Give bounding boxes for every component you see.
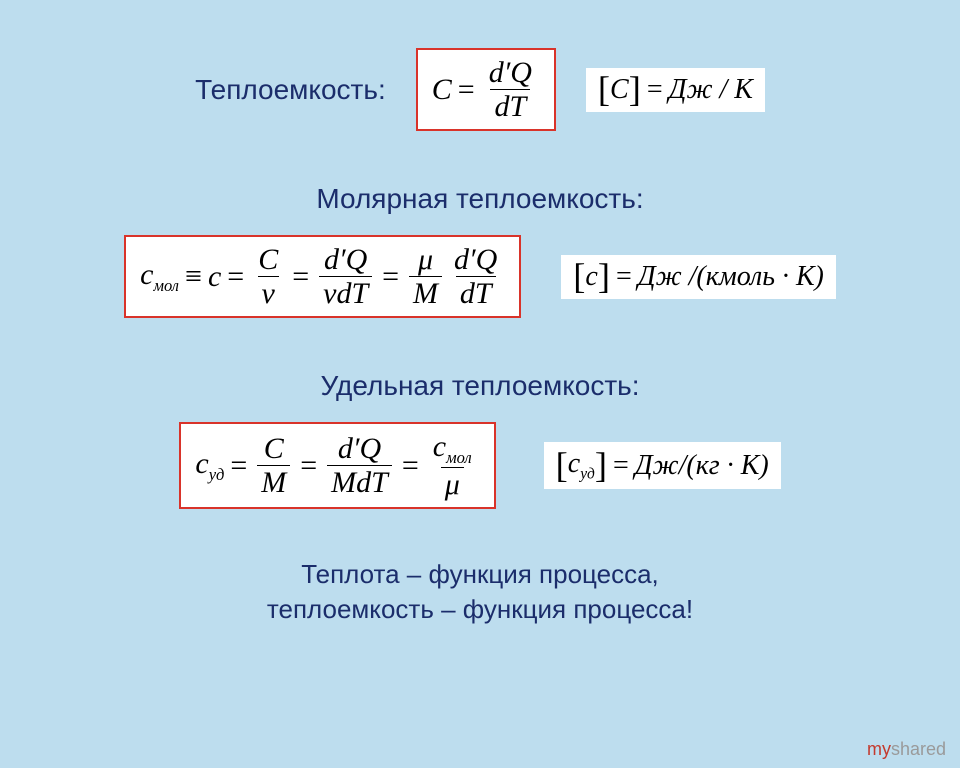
var-cmol: cмол: [140, 258, 179, 296]
frac-C-nu: C ν: [254, 243, 282, 310]
footer-line1: Теплота – функция процесса,: [301, 559, 659, 589]
frac-mu-M: μ M: [409, 243, 442, 310]
specific-label: Удельная теплоемкость:: [320, 370, 639, 402]
specific-label-row: Удельная теплоемкость:: [0, 370, 960, 402]
molar-label: Молярная теплоемкость:: [316, 183, 643, 215]
footer-row: Теплота – функция процесса, теплоемкость…: [0, 557, 960, 627]
var-C: C: [432, 73, 452, 107]
watermark-part2: shared: [891, 739, 946, 759]
footer-note: Теплота – функция процесса, теплоемкость…: [267, 557, 693, 627]
specific-unit: [ cуд ] = Дж/(кг · К): [544, 442, 781, 490]
frac-cmol-mu: cмол μ: [429, 430, 476, 501]
specific-formula: cуд = C M = d′Q MdT = cмол μ: [179, 422, 495, 509]
frac-C-M: C M: [257, 432, 290, 499]
molar-label-row: Молярная теплоемкость:: [0, 183, 960, 215]
heat-capacity-label: Теплоемкость:: [195, 74, 386, 106]
watermark-part1: my: [867, 739, 891, 759]
equals: =: [458, 73, 475, 107]
molar-formula: cмол ≡ c = C ν = d′Q νdT = μ M d′Q dT: [124, 235, 521, 318]
frac-dQ-nudT: d′Q νdT: [319, 243, 372, 310]
fraction-dQ-dT: d′Q dT: [485, 56, 536, 123]
molar-formula-row: cмол ≡ c = C ν = d′Q νdT = μ M d′Q dT [ …: [0, 235, 960, 318]
watermark: myshared: [867, 739, 946, 760]
heat-capacity-row: Теплоемкость: C = d′Q dT [ C ] = Дж / К: [0, 48, 960, 131]
var-cud: cуд: [195, 447, 224, 485]
frac-dQ-dT-2: d′Q dT: [450, 243, 501, 310]
footer-line2: теплоемкость – функция процесса!: [267, 594, 693, 624]
heat-capacity-unit: [ C ] = Дж / К: [586, 68, 765, 112]
heat-capacity-formula: C = d′Q dT: [416, 48, 556, 131]
molar-unit: [ c ] = Дж /(кмоль · К): [561, 255, 836, 299]
specific-formula-row: cуд = C M = d′Q MdT = cмол μ [ cуд ] = Д…: [0, 422, 960, 509]
frac-dQ-MdT: d′Q MdT: [327, 432, 392, 499]
